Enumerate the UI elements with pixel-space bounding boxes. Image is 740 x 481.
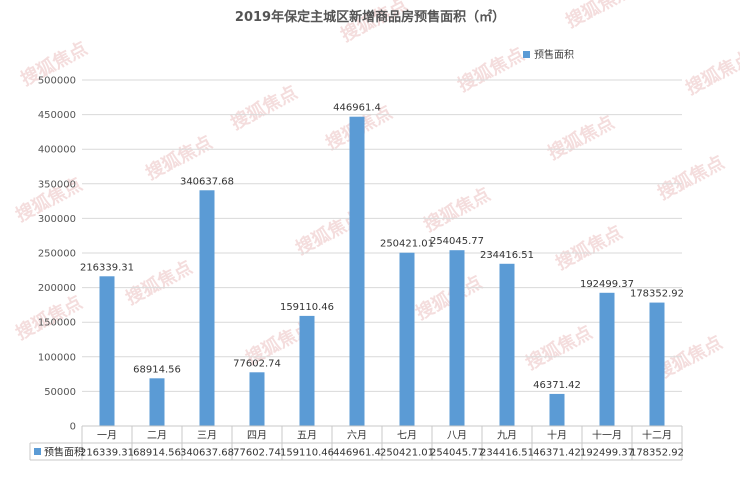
table-value-cell: 250421.01 <box>380 448 434 459</box>
data-label: 159110.46 <box>280 302 334 313</box>
table-value-cell: 234416.51 <box>480 448 534 459</box>
bar <box>199 190 215 426</box>
table-value-cell: 178352.92 <box>630 448 684 459</box>
y-tick-label: 200000 <box>38 283 76 294</box>
chart-title: 2019年保定主城区新增商品房预售面积（㎡） <box>235 9 505 25</box>
x-category-label: 八月 <box>447 430 467 442</box>
x-category-label: 七月 <box>397 430 417 442</box>
data-label: 216339.31 <box>80 262 134 273</box>
legend: 预售面积 <box>523 48 574 61</box>
bar <box>399 252 415 426</box>
bar <box>299 315 315 426</box>
data-label: 77602.74 <box>233 358 281 369</box>
data-table: 一月 216339.31 二月 68914.56 三月 340637.68 四月 77602.… <box>29 425 684 461</box>
x-category-label: 九月 <box>497 430 517 442</box>
data-label: 68914.56 <box>133 364 181 375</box>
table-value-cell: 46371.42 <box>533 448 581 459</box>
x-category-label: 二月 <box>147 430 167 442</box>
y-tick-label: 450000 <box>38 110 76 121</box>
watermark-text: 搜狐焦点 <box>522 321 596 374</box>
x-category-label: 四月 <box>247 430 267 442</box>
data-label: 254045.77 <box>430 236 484 247</box>
x-category-label: 十月 <box>547 429 567 442</box>
y-tick-label: 50000 <box>44 387 76 398</box>
data-label: 250421.01 <box>380 239 434 250</box>
data-label: 446961.4 <box>333 103 381 114</box>
watermark-text: 搜狐焦点 <box>412 271 486 324</box>
watermark-text: 搜狐焦点 <box>654 151 728 204</box>
y-tick-label: 300000 <box>38 214 76 225</box>
table-legend-swatch <box>34 448 41 455</box>
watermark-text: 搜狐焦点 <box>552 221 626 274</box>
bar <box>99 276 115 426</box>
bar <box>349 116 365 427</box>
x-category-label: 五月 <box>297 430 317 442</box>
table-value-cell: 254045.77 <box>430 448 484 459</box>
watermark-layer: 搜狐焦点搜狐焦点搜狐焦点搜狐焦点搜狐焦点搜狐焦点搜狐焦点搜狐焦点搜狐焦点搜狐焦点… <box>12 0 740 384</box>
table-value-cell: 446961.4 <box>333 448 381 459</box>
y-tick-label: 400000 <box>38 145 76 156</box>
data-label: 340637.68 <box>180 176 234 187</box>
table-value-cell: 159110.46 <box>280 448 334 459</box>
watermark-text: 搜狐焦点 <box>454 43 528 96</box>
y-tick-label: 0 <box>70 422 76 433</box>
table-value-cell: 340637.68 <box>180 448 234 459</box>
data-label: 234416.51 <box>480 250 534 261</box>
table-value-cell: 216339.31 <box>80 448 134 459</box>
y-tick-label: 250000 <box>38 249 76 260</box>
x-category-label: 三月 <box>197 430 217 442</box>
bar <box>249 372 265 426</box>
x-category-label: 十一月 <box>592 429 622 442</box>
data-label: 178352.92 <box>630 289 684 300</box>
bars <box>99 116 665 427</box>
table-series-label: 预售面积 <box>44 446 84 459</box>
watermark-text: 搜狐焦点 <box>420 183 494 236</box>
watermark-text: 搜狐焦点 <box>227 81 301 134</box>
x-category-label: 一月 <box>97 430 117 442</box>
x-category-label: 十二月 <box>642 429 672 442</box>
watermark-text: 搜狐焦点 <box>562 0 636 32</box>
bar <box>449 250 465 426</box>
legend-label: 预售面积 <box>534 48 574 61</box>
legend-swatch <box>523 51 530 58</box>
watermark-text: 搜狐焦点 <box>682 46 740 99</box>
bar <box>499 263 515 426</box>
bar <box>599 292 615 426</box>
x-category-label: 六月 <box>347 430 367 442</box>
data-labels: 216339.31 68914.56 340637.68 77602.74 159110… <box>80 103 684 391</box>
bar <box>649 302 665 426</box>
y-tick-label: 350000 <box>38 179 76 190</box>
bar <box>549 393 565 426</box>
table-value-cell: 192499.37 <box>580 448 634 459</box>
y-tick-label: 150000 <box>38 318 76 329</box>
y-tick-label: 100000 <box>38 352 76 363</box>
bar <box>149 378 165 426</box>
y-tick-label: 500000 <box>38 76 76 87</box>
data-label: 46371.42 <box>533 380 581 391</box>
data-label: 192499.37 <box>580 279 634 290</box>
table-value-cell: 68914.56 <box>133 448 181 459</box>
y-axis: 0 50000 100000 150000 200000 250000 300000 3500… <box>38 76 76 433</box>
watermark-text: 搜狐焦点 <box>544 111 618 164</box>
table-value-cell: 77602.74 <box>233 448 281 459</box>
